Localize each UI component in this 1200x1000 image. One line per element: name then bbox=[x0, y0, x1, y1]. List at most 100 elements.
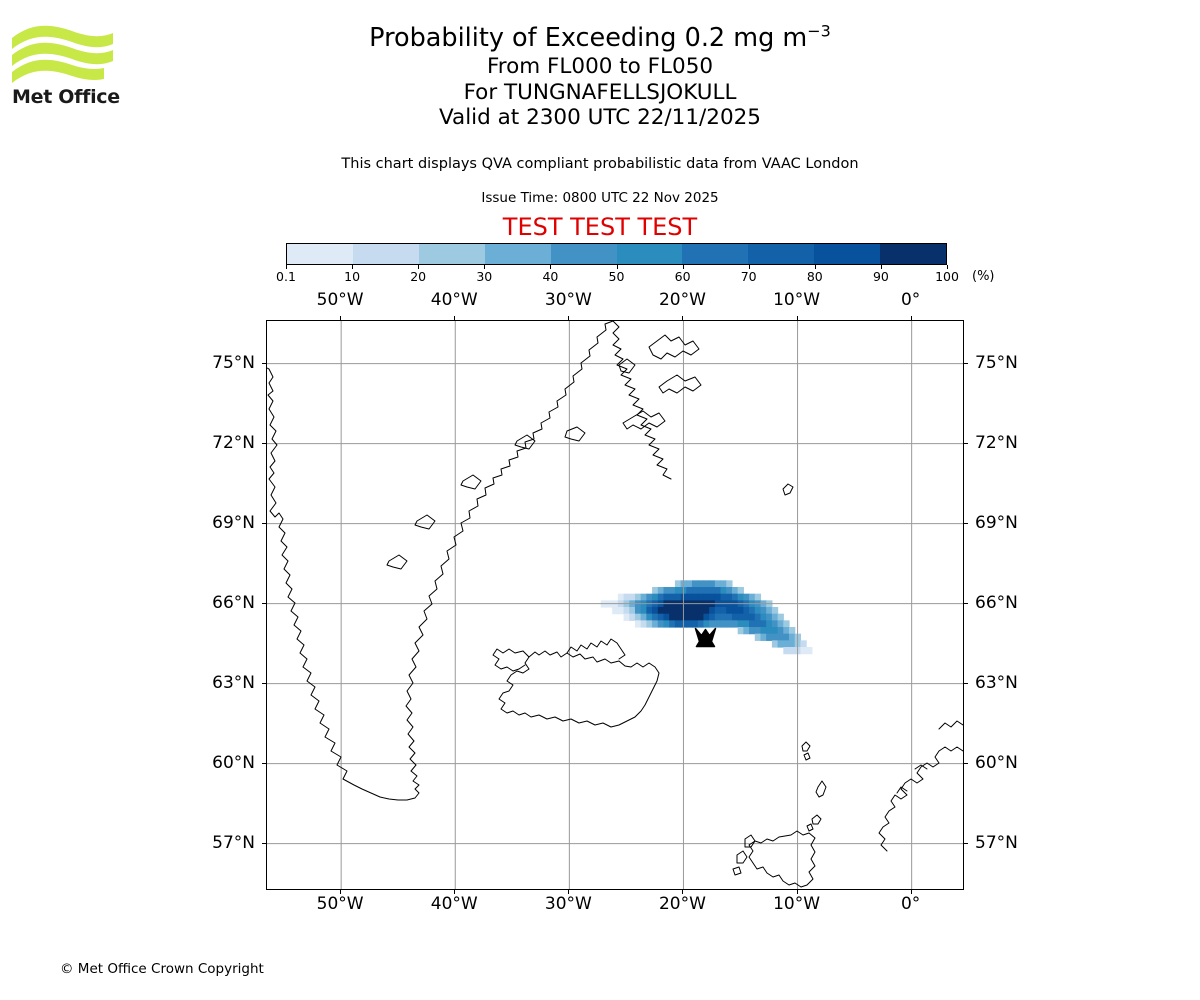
probability-cell bbox=[640, 607, 647, 615]
probability-cell bbox=[777, 633, 784, 641]
probability-cell bbox=[669, 613, 676, 621]
colorbar-tick-label: 70 bbox=[740, 269, 757, 284]
probability-cell bbox=[754, 620, 762, 628]
probability-cell bbox=[697, 620, 705, 628]
lat-label-left: 72°N bbox=[212, 432, 255, 453]
lon-tick-bottom bbox=[682, 890, 684, 894]
probability-cell bbox=[720, 620, 727, 628]
probability-cell bbox=[720, 613, 727, 621]
probability-cell bbox=[720, 593, 727, 601]
probability-cell bbox=[731, 607, 739, 615]
colorbar-tick-label: 30 bbox=[476, 269, 493, 284]
chart-title-block: Probability of Exceeding 0.2 mg m−3 From… bbox=[0, 22, 1200, 131]
probability-cell bbox=[674, 587, 682, 595]
probability-cell bbox=[674, 593, 682, 601]
probability-cell bbox=[731, 620, 739, 628]
lat-label-right: 57°N bbox=[975, 832, 1018, 853]
colorbar-segment-4 bbox=[550, 244, 617, 264]
probability-cell bbox=[720, 607, 727, 615]
probability-cell bbox=[646, 613, 653, 621]
colorbar-tickmark bbox=[550, 265, 552, 269]
probability-cell bbox=[617, 593, 625, 601]
colorbar-tickmark bbox=[352, 265, 354, 269]
probability-cell bbox=[789, 647, 796, 655]
probability-cell bbox=[669, 587, 676, 595]
probability-cell bbox=[663, 620, 670, 628]
probability-cell bbox=[754, 613, 762, 621]
probability-cell bbox=[789, 640, 796, 648]
probability-cell bbox=[623, 593, 630, 601]
probability-cell bbox=[789, 627, 796, 635]
probability-cell bbox=[634, 620, 642, 628]
probability-cell bbox=[686, 580, 693, 588]
lat-label-left: 60°N bbox=[212, 752, 255, 773]
map-plot-area[interactable] bbox=[266, 320, 964, 890]
lat-label-left: 66°N bbox=[212, 592, 255, 613]
probability-cell bbox=[714, 620, 722, 628]
probability-cell bbox=[714, 587, 722, 595]
probability-cell bbox=[674, 580, 682, 588]
probability-cell bbox=[669, 620, 676, 628]
probability-cell bbox=[686, 613, 693, 621]
lon-label-top: 0° bbox=[900, 290, 921, 310]
met-office-logo-text: Met Office bbox=[12, 86, 120, 108]
probability-cell bbox=[743, 607, 750, 615]
probability-cell bbox=[760, 613, 767, 621]
probability-cell bbox=[726, 607, 733, 615]
probability-cell bbox=[692, 593, 699, 601]
lon-label-top: 40°W bbox=[430, 290, 478, 310]
probability-cell bbox=[783, 640, 790, 648]
colorbar-units-label: (%) bbox=[972, 269, 995, 284]
probability-cell bbox=[709, 580, 716, 588]
colorbar-segment-3 bbox=[484, 244, 551, 264]
colorbar-tick-label: 80 bbox=[806, 269, 823, 284]
page-title-exponent: −3 bbox=[807, 21, 831, 41]
probability-cell bbox=[692, 587, 699, 595]
probability-cell bbox=[703, 620, 710, 628]
map-canvas bbox=[267, 321, 963, 889]
lat-label-right: 69°N bbox=[975, 512, 1018, 533]
probability-cell bbox=[629, 607, 636, 615]
probability-cell bbox=[646, 607, 653, 615]
probability-cell bbox=[709, 587, 716, 595]
probability-cell bbox=[726, 613, 733, 621]
probability-cell bbox=[692, 613, 699, 621]
probability-cell bbox=[731, 613, 739, 621]
lon-tick-bottom bbox=[910, 890, 912, 894]
lon-label-bottom: 30°W bbox=[544, 894, 592, 914]
probability-cell bbox=[737, 607, 744, 615]
lat-tick-left bbox=[262, 762, 266, 764]
probability-cell bbox=[766, 633, 773, 641]
probability-cell bbox=[737, 587, 744, 595]
probability-cell bbox=[714, 613, 722, 621]
colorbar-segment-1 bbox=[352, 244, 419, 264]
colorbar-tick-label: 0.1 bbox=[276, 269, 296, 284]
page-title: Probability of Exceeding 0.2 mg m−3 bbox=[0, 22, 1200, 54]
probability-cell bbox=[737, 627, 744, 635]
probability-cell bbox=[754, 627, 762, 635]
colorbar-tick-label: 40 bbox=[542, 269, 559, 284]
probability-cell bbox=[777, 640, 784, 648]
probability-cell bbox=[760, 633, 767, 641]
probability-cell bbox=[640, 620, 647, 628]
lon-label-bottom: 20°W bbox=[658, 894, 706, 914]
probability-cell bbox=[783, 620, 790, 628]
probability-cell bbox=[623, 613, 630, 621]
colorbar-tickmark bbox=[682, 265, 684, 269]
probability-cell bbox=[714, 580, 722, 588]
probability-cell bbox=[737, 613, 744, 621]
lon-label-top: 20°W bbox=[658, 290, 706, 310]
probability-cell bbox=[743, 620, 750, 628]
probability-cell bbox=[766, 607, 773, 615]
lat-tick-left bbox=[262, 602, 266, 604]
probability-cell bbox=[703, 593, 710, 601]
page-title-text: Probability of Exceeding 0.2 mg m bbox=[369, 23, 808, 53]
probability-cell bbox=[663, 587, 670, 595]
probability-cell bbox=[731, 587, 739, 595]
lat-tick-right bbox=[964, 362, 968, 364]
colorbar-tickmark bbox=[418, 265, 420, 269]
probability-cell bbox=[663, 607, 670, 615]
probability-cell bbox=[743, 627, 750, 635]
lat-label-left: 63°N bbox=[212, 672, 255, 693]
probability-cell bbox=[709, 607, 716, 615]
